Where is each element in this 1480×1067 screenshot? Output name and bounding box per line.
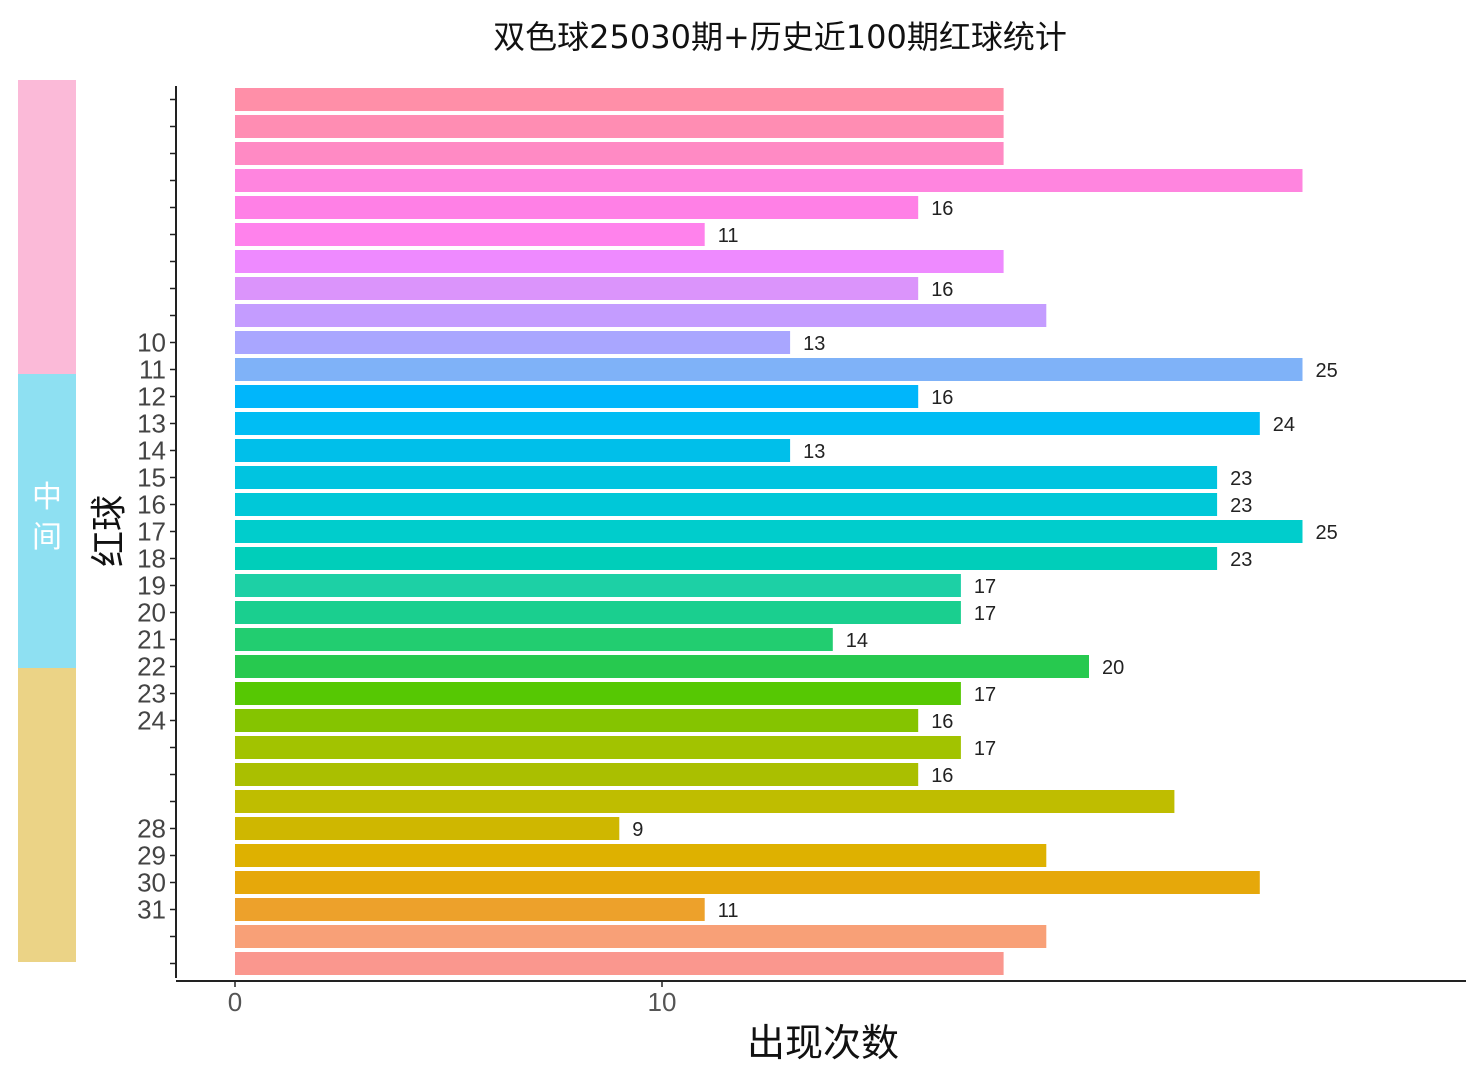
data-label-30: 11 [718, 900, 739, 922]
side-panel-segment-middle [18, 374, 76, 668]
bar-2 [235, 142, 1004, 165]
bar-20 [235, 628, 833, 651]
data-label-11: 16 [931, 387, 953, 409]
bar-31 [235, 925, 1047, 948]
data-label-14: 23 [1230, 468, 1252, 490]
bar-7 [235, 277, 919, 300]
bar-22 [235, 682, 961, 705]
data-label-5: 11 [718, 225, 739, 247]
y-tick-label-21: 21 [137, 625, 166, 655]
y-tick-label-14: 14 [137, 436, 166, 466]
data-label-13: 13 [803, 441, 825, 463]
data-label-15: 23 [1230, 495, 1252, 517]
chart-title: 双色球25030期+历史近100期红球统计 [493, 18, 1067, 56]
bar-10 [235, 358, 1303, 381]
bar-26 [235, 790, 1175, 813]
side-panel-segment-top [18, 80, 76, 374]
bar-21 [235, 655, 1089, 678]
bar-1 [235, 115, 1004, 138]
bar-6 [235, 250, 1004, 273]
data-label-7: 16 [931, 279, 953, 301]
data-label-9: 13 [803, 333, 825, 355]
bar-12 [235, 412, 1260, 435]
data-label-10: 25 [1316, 360, 1338, 382]
data-label-4: 16 [931, 198, 953, 220]
bar-28 [235, 844, 1047, 867]
y-tick-label-31: 31 [137, 895, 166, 925]
bar-16 [235, 520, 1303, 543]
bar-15 [235, 493, 1218, 516]
y-tick-label-11: 11 [139, 355, 166, 385]
bar-13 [235, 439, 791, 462]
bar-32 [235, 952, 1004, 975]
bar-8 [235, 304, 1047, 327]
bar-17 [235, 547, 1218, 570]
y-tick-label-13: 13 [137, 409, 166, 439]
y-tick-label-12: 12 [137, 382, 166, 412]
y-tick-label-24: 24 [137, 706, 166, 736]
y-tick-label-28: 28 [137, 814, 166, 844]
bar-5 [235, 223, 705, 246]
x-tick-label-10: 10 [648, 987, 677, 1017]
data-label-24: 17 [974, 738, 996, 760]
y-tick-label-22: 22 [137, 652, 166, 682]
bar-25 [235, 763, 919, 786]
bar-27 [235, 817, 620, 840]
data-label-23: 16 [931, 711, 953, 733]
y-tick-label-18: 18 [137, 544, 166, 574]
bar-24 [235, 736, 961, 759]
y-tick-label-20: 20 [137, 598, 166, 628]
data-label-20: 14 [846, 630, 868, 652]
data-label-19: 17 [974, 603, 996, 625]
bar-4 [235, 196, 919, 219]
y-tick-label-29: 29 [137, 841, 166, 871]
bar-3 [235, 169, 1303, 192]
bar-30 [235, 898, 705, 921]
bar-18 [235, 574, 961, 597]
x-axis-label: 出现次数 [746, 1021, 900, 1065]
data-label-16: 25 [1316, 522, 1338, 544]
y-tick-label-10: 10 [137, 328, 166, 358]
y-tick-label-15: 15 [137, 463, 166, 493]
data-label-12: 24 [1273, 414, 1295, 436]
side-panel-middle-label: 中间 [32, 480, 62, 555]
data-label-21: 20 [1102, 657, 1124, 679]
data-label-27: 9 [632, 819, 643, 841]
data-label-22: 17 [974, 684, 996, 706]
data-label-18: 17 [974, 576, 996, 598]
bar-19 [235, 601, 961, 624]
bar-0 [235, 88, 1004, 111]
y-tick-label-19: 19 [137, 571, 166, 601]
bar-11 [235, 385, 919, 408]
data-label-25: 16 [931, 765, 953, 787]
bar-29 [235, 871, 1260, 894]
bar-23 [235, 709, 919, 732]
side-panel-segment-bottom [18, 668, 76, 962]
bar-9 [235, 331, 791, 354]
y-tick-label-23: 23 [137, 679, 166, 709]
y-tick-label-17: 17 [137, 517, 166, 547]
y-tick-label-30: 30 [137, 868, 166, 898]
data-label-17: 23 [1230, 549, 1252, 571]
y-tick-label-16: 16 [137, 490, 166, 520]
bar-14 [235, 466, 1218, 489]
x-tick-label-0: 0 [228, 987, 242, 1017]
